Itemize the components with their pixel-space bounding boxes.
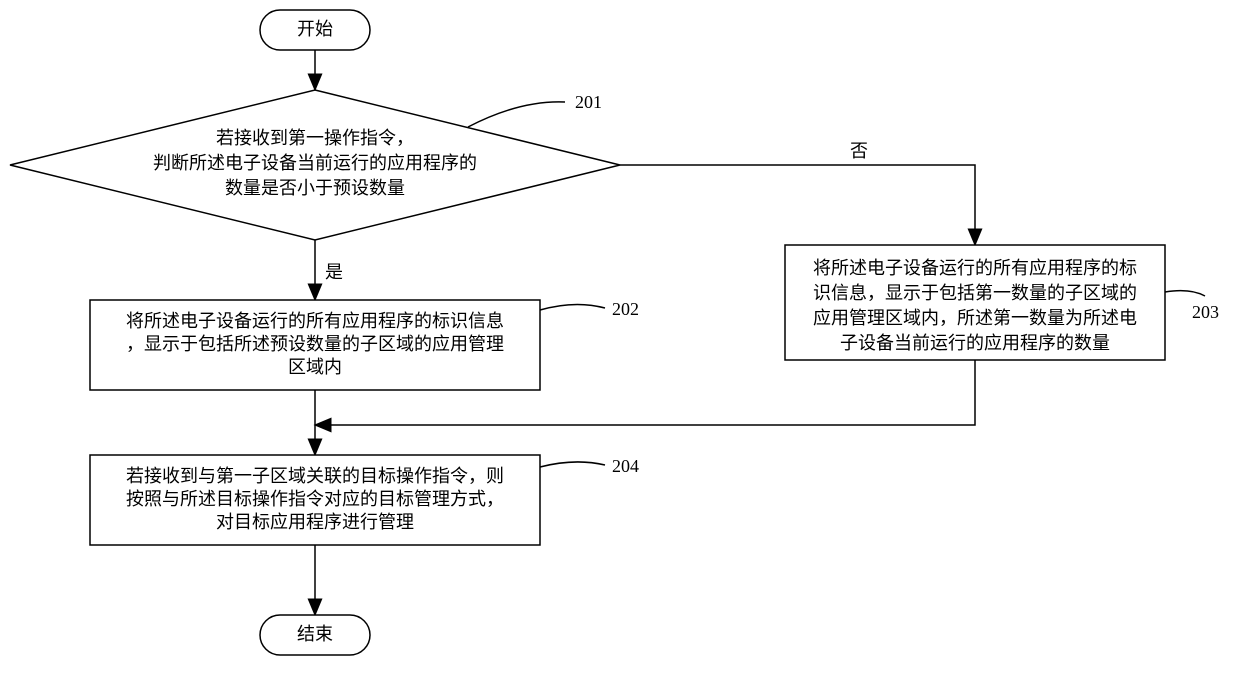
svg-text:203: 203 xyxy=(1192,302,1219,322)
svg-text:是: 是 xyxy=(325,262,343,282)
ref-201: 201 xyxy=(468,92,602,127)
node-process-final: 若接收到与第一子区域关联的目标操作指令，则 按照与所述目标操作指令对应的目标管理… xyxy=(90,455,540,545)
node-process-no: 将所述电子设备运行的所有应用程序的标 识信息，显示于包括第一数量的子区域的 应用… xyxy=(785,245,1165,360)
node-process-yes: 将所述电子设备运行的所有应用程序的标识信息 ，显示于包括所述预设数量的子区域的应… xyxy=(90,300,540,390)
process-no-line4: 子设备当前运行的应用程序的数量 xyxy=(840,333,1110,353)
ref-203: 203 xyxy=(1165,291,1219,322)
process-yes-line1: 将所述电子设备运行的所有应用程序的标识信息 xyxy=(126,311,504,331)
start-label: 开始 xyxy=(297,19,333,39)
process-final-line2: 按照与所述目标操作指令对应的目标管理方式， xyxy=(126,489,504,509)
svg-text:204: 204 xyxy=(612,456,639,476)
process-yes-line3: 区域内 xyxy=(288,357,342,377)
process-yes-line2: ，显示于包括所述预设数量的子区域的应用管理 xyxy=(126,334,504,354)
process-no-line3: 应用管理区域内，所述第一数量为所述电 xyxy=(813,308,1137,328)
end-label: 结束 xyxy=(297,624,333,644)
edge-decision-yes: 是 xyxy=(315,240,343,300)
ref-202: 202 xyxy=(540,299,639,319)
edge-decision-no: 否 xyxy=(620,141,975,245)
process-no-line1: 将所述电子设备运行的所有应用程序的标 xyxy=(813,258,1137,278)
process-final-line3: 对目标应用程序进行管理 xyxy=(216,512,414,532)
svg-text:否: 否 xyxy=(850,141,868,161)
process-no-line2: 识信息，显示于包括第一数量的子区域的 xyxy=(813,283,1137,303)
decision-line2: 判断所述电子设备当前运行的应用程序的 xyxy=(153,153,477,173)
decision-line1: 若接收到第一操作指令， xyxy=(216,128,414,148)
process-final-line1: 若接收到与第一子区域关联的目标操作指令，则 xyxy=(126,466,504,486)
node-end: 结束 xyxy=(260,615,370,655)
decision-line3: 数量是否小于预设数量 xyxy=(225,178,405,198)
node-start: 开始 xyxy=(260,10,370,50)
node-decision: 若接收到第一操作指令， 判断所述电子设备当前运行的应用程序的 数量是否小于预设数… xyxy=(10,90,620,240)
ref-204: 204 xyxy=(540,456,639,476)
svg-text:202: 202 xyxy=(612,299,639,319)
flowchart-canvas: 开始 若接收到第一操作指令， 判断所述电子设备当前运行的应用程序的 数量是否小于… xyxy=(0,0,1240,679)
svg-text:201: 201 xyxy=(575,92,602,112)
